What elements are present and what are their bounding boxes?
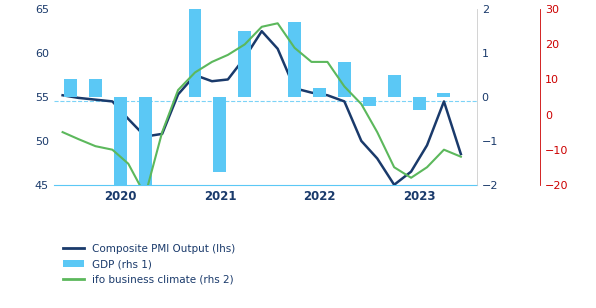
Legend: Composite PMI Output (lhs), GDP (rhs 1), ifo business climate (rhs 2): Composite PMI Output (lhs), GDP (rhs 1),… <box>59 240 240 288</box>
Bar <box>89 79 102 97</box>
Bar <box>412 97 426 110</box>
Bar <box>437 93 451 97</box>
Bar <box>64 79 77 97</box>
Bar <box>363 97 375 106</box>
Bar <box>213 97 226 172</box>
Bar <box>238 31 252 97</box>
Bar <box>188 0 201 97</box>
Bar <box>139 97 152 308</box>
Bar <box>313 88 326 97</box>
Bar <box>114 97 127 185</box>
Bar <box>288 22 301 97</box>
Bar <box>338 62 351 97</box>
Bar <box>387 75 401 97</box>
